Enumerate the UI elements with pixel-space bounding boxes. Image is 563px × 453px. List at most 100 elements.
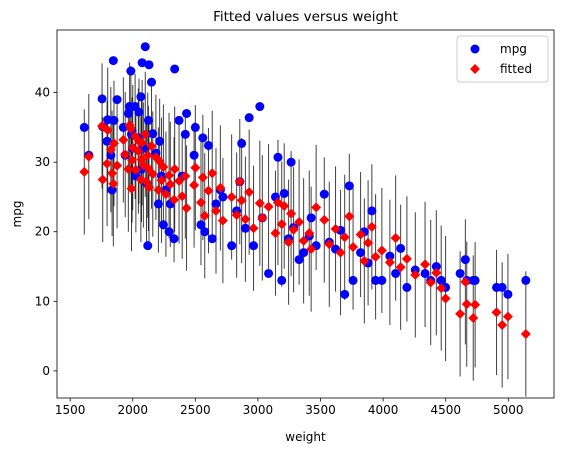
legend-box [456,35,549,83]
plot-area [56,29,555,399]
fitted-point [137,137,148,148]
mpg-point [470,275,480,285]
mpg-point [367,206,377,216]
y-tick-label: 10 [35,294,50,308]
mpg-point [377,275,387,285]
y-tick-label: 30 [35,155,50,169]
fitted-point [102,125,113,136]
mpg-point [136,92,146,102]
mpg-point [356,248,366,258]
fitted-point [497,319,508,330]
mpg-point [164,227,174,237]
fitted-point [431,267,442,278]
fitted-point [112,160,123,171]
fitted-point [344,211,355,222]
legend-mpg-label: mpg [500,42,527,56]
fitted-point [425,277,436,288]
mpg-point [279,188,289,198]
mpg-point [153,199,163,209]
fitted-point [142,150,153,161]
mpg-point [264,268,274,278]
fitted-point [339,232,350,243]
fitted-point [359,255,370,266]
fitted-point [270,228,281,239]
mpg-point [182,108,192,118]
y-axis-label: mpg [10,201,24,228]
mpg-point [286,157,296,167]
fitted-point [370,251,381,262]
mpg-point [436,275,446,285]
mpg-point [109,115,119,125]
fitted-point [118,134,129,145]
fitted-point [254,198,265,209]
mpg-point [198,133,208,143]
fitted-point [107,168,118,179]
mpg-point [385,251,395,261]
fitted-point [120,149,131,160]
mpg-point [126,66,136,76]
mpg-point [277,275,287,285]
mpg-point [255,102,265,112]
mpg-point [391,268,401,278]
x-axis: 1500 2000 2500 3000 3500 4000 4500 5000 [55,398,524,417]
fitted-point [164,170,175,181]
fitted-point [195,197,206,208]
x-tick-label: 1500 [55,403,86,417]
fitted-point [160,189,171,200]
fitted-point [231,210,242,221]
fitted-point [236,195,247,206]
y-tick-label: 20 [35,225,50,239]
fitted-point [215,182,226,193]
fitted-point [234,176,245,187]
fitted-point [83,151,94,162]
fitted-point [126,183,137,194]
mpg-point [189,150,199,160]
fitted-series [79,120,531,339]
x-axis-label: weight [285,430,326,444]
x-tick-label: 3500 [305,403,336,417]
mpg-point [396,243,406,253]
fitted-point [127,155,138,166]
mpg-point [97,94,107,104]
fitted-point [189,180,200,191]
mpg-point [107,185,117,195]
mpg-point [497,282,507,292]
mpg-point [196,220,206,230]
mpg-point [431,262,441,272]
mpg-point [148,129,158,139]
fitted-point [181,203,192,214]
mpg-point [190,122,200,132]
fitted-point [395,262,406,273]
fitted-point [97,174,108,185]
legend: mpg fitted [456,35,549,83]
fitted-point [455,308,466,319]
fitted-point [461,299,472,310]
fitted-point [348,242,359,253]
fitted-point [384,257,395,268]
fitted-point [146,141,157,152]
axes-background [57,30,554,398]
fitted-point [263,201,274,212]
fitted-point [177,191,188,202]
fitted-point [203,185,214,196]
x-tick-label: 2500 [180,403,211,417]
fitted-point [153,185,164,195]
mpg-point [348,275,358,285]
mpg-point [460,255,470,265]
fitted-point [491,307,502,318]
mpg-point [134,107,144,117]
fitted-point [244,187,255,198]
y-tick-label: 0 [42,364,50,378]
fitted-point [279,201,290,211]
legend-fitted-label: fitted [500,62,532,76]
mpg-point [147,77,157,87]
mpg-point [273,152,283,162]
fitted-point [355,229,366,240]
fitted-point [363,237,374,248]
fitted-point [283,237,294,248]
mpg-point [371,275,381,285]
fitted-point [470,299,481,310]
fitted-point [199,210,210,221]
mpg-point [299,248,309,258]
